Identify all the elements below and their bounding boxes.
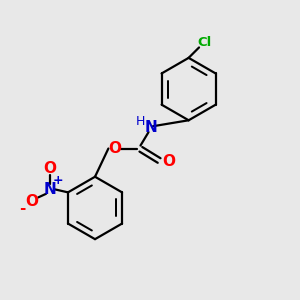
- Text: -: -: [19, 201, 25, 216]
- Text: N: N: [145, 120, 157, 135]
- Text: O: O: [25, 194, 38, 209]
- Text: N: N: [43, 182, 56, 197]
- Text: O: O: [108, 141, 122, 156]
- Text: O: O: [43, 161, 56, 176]
- Text: Cl: Cl: [197, 36, 211, 49]
- Text: +: +: [52, 174, 63, 187]
- Text: H: H: [136, 115, 145, 128]
- Text: O: O: [162, 154, 175, 169]
